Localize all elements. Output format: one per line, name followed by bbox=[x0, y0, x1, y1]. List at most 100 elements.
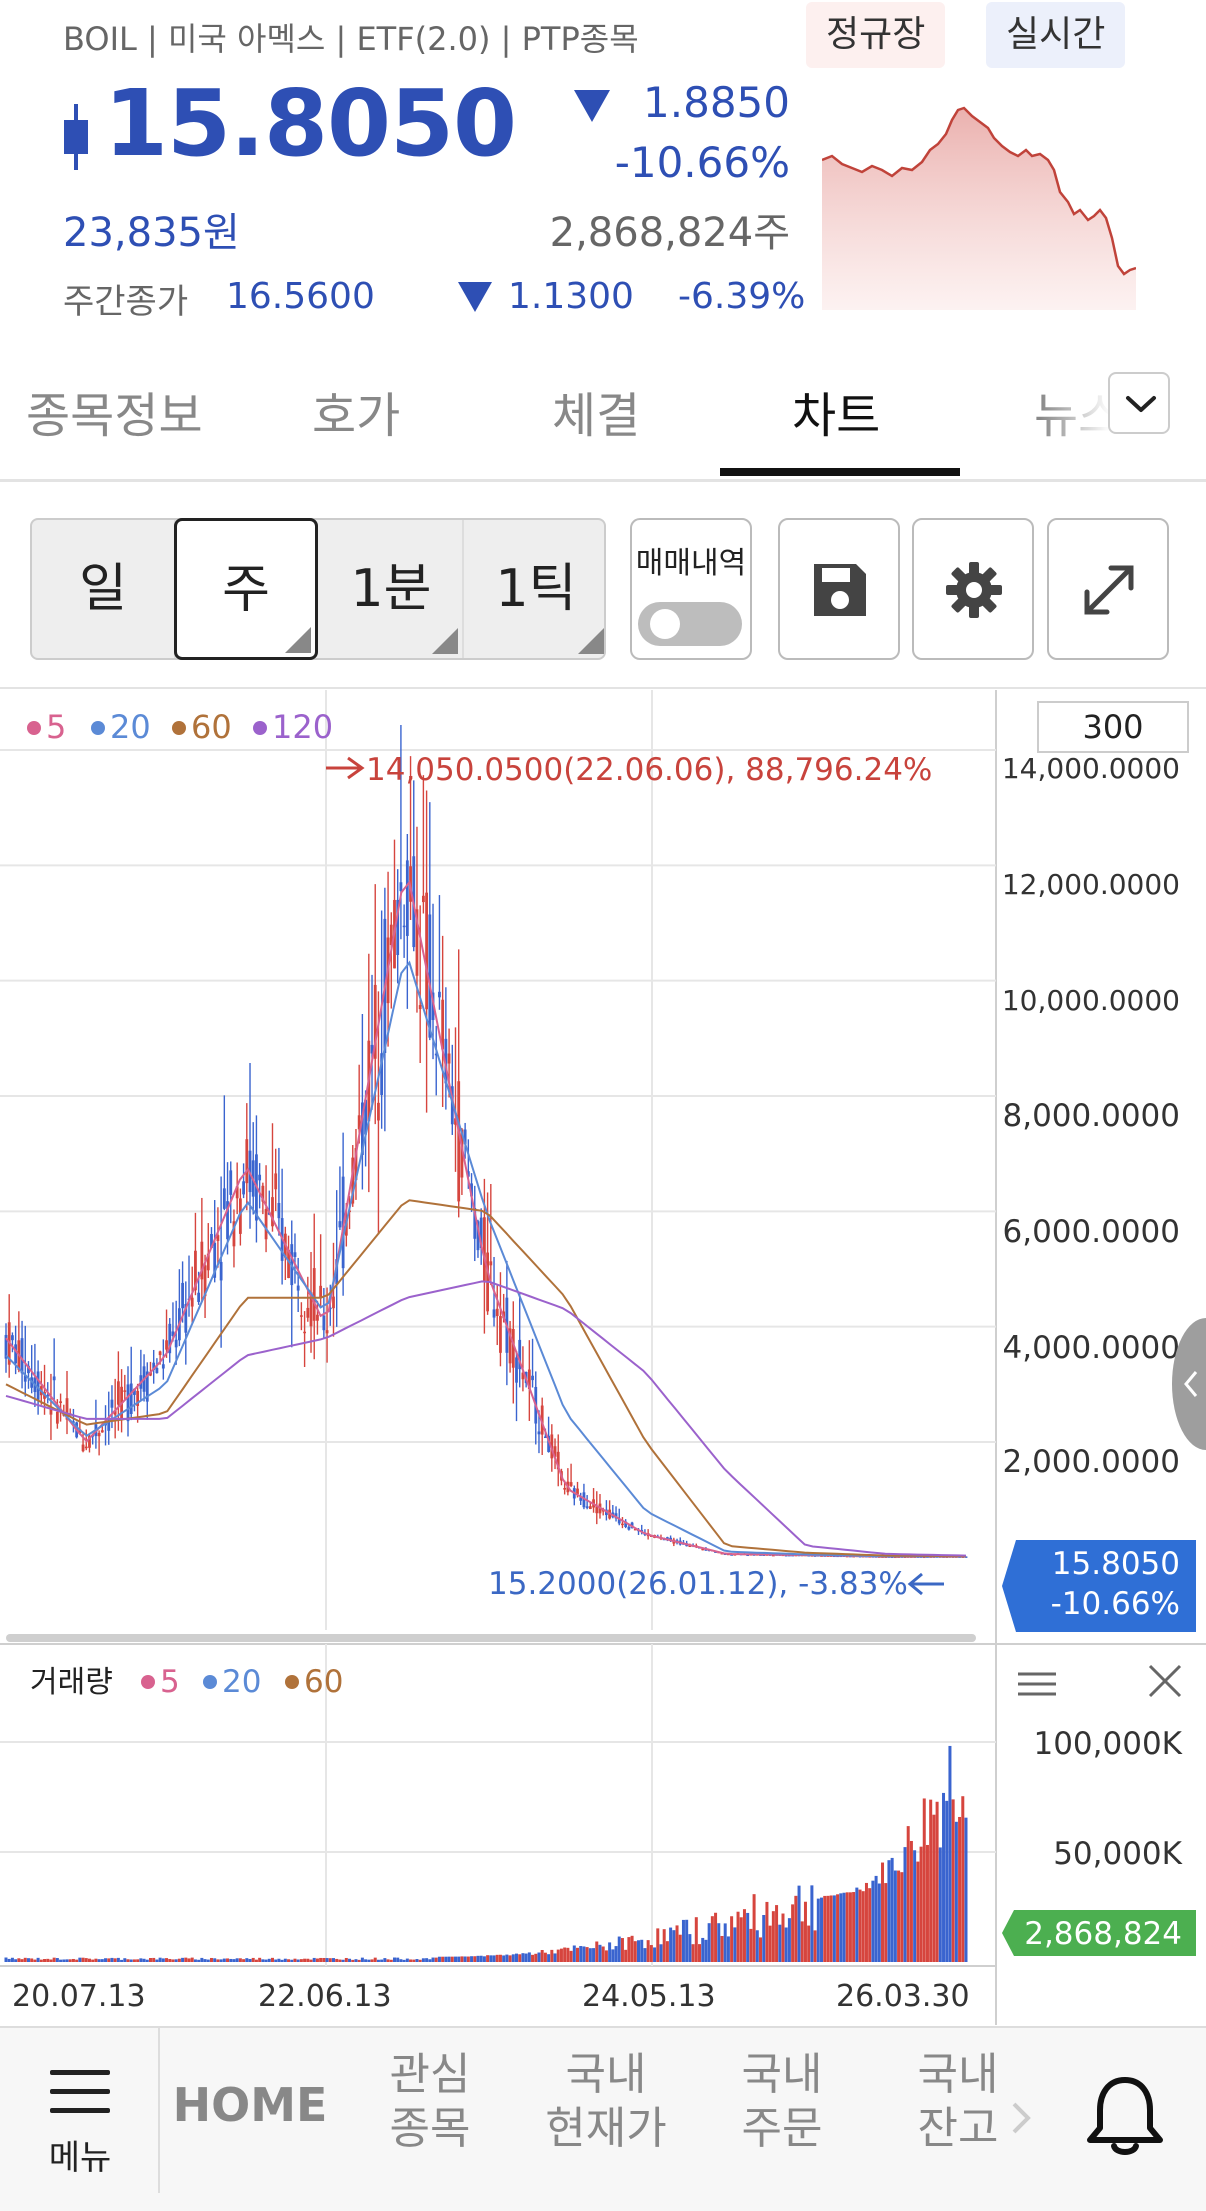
candle-count-box[interactable] bbox=[1037, 701, 1189, 753]
volume-bar bbox=[810, 1885, 814, 1962]
volume-bar bbox=[502, 1955, 506, 1962]
candle-body bbox=[165, 1340, 168, 1350]
volume-bar bbox=[360, 1957, 364, 1962]
volume-bar bbox=[563, 1947, 567, 1962]
menu-button[interactable]: 메뉴 bbox=[0, 2028, 160, 2193]
volume-bar bbox=[929, 1799, 933, 1962]
candle-body bbox=[328, 1307, 332, 1310]
candle-body bbox=[576, 1488, 579, 1494]
tab-chart[interactable]: 차트 bbox=[792, 388, 881, 444]
volume-bar bbox=[277, 1958, 281, 1962]
nav-domestic-quote[interactable]: 국내 현재가 bbox=[545, 2049, 667, 2154]
tab-trades[interactable]: 체결 bbox=[552, 388, 641, 444]
volume-bar bbox=[174, 1959, 178, 1962]
candle-body bbox=[621, 1523, 624, 1526]
volume-bar bbox=[87, 1958, 91, 1962]
realtime-badge[interactable]: 실시간 bbox=[986, 2, 1126, 68]
volume-bar bbox=[107, 1958, 111, 1962]
volume-bar bbox=[678, 1934, 682, 1962]
volume-bar bbox=[717, 1923, 721, 1962]
volume-close-icon[interactable] bbox=[1148, 1664, 1182, 1698]
volume-bar bbox=[672, 1930, 676, 1962]
trade-history-switch[interactable] bbox=[638, 602, 742, 646]
candle-body bbox=[508, 1328, 512, 1364]
volume-bar bbox=[762, 1915, 766, 1962]
volume-bar bbox=[251, 1957, 255, 1962]
volume-bar bbox=[890, 1857, 894, 1962]
side-panel-handle[interactable] bbox=[1172, 1318, 1206, 1450]
nav-domestic-order[interactable]: 국내 주문 bbox=[741, 2049, 823, 2154]
volume-bar bbox=[177, 1958, 181, 1962]
candle-body bbox=[312, 1268, 316, 1321]
tab-orderbook[interactable]: 호가 bbox=[312, 388, 401, 444]
period-day-button[interactable]: 일 bbox=[32, 520, 176, 658]
candle-body bbox=[238, 1198, 242, 1234]
volume-bar bbox=[33, 1959, 37, 1962]
volume-bar bbox=[152, 1957, 156, 1962]
volume-bar bbox=[463, 1956, 467, 1962]
volume-bar bbox=[52, 1957, 56, 1962]
save-button[interactable] bbox=[778, 518, 900, 660]
volume-bar bbox=[768, 1925, 772, 1962]
period-1tick-button[interactable]: 1틱 bbox=[464, 520, 608, 658]
tab-stock-info[interactable]: 종목정보 bbox=[26, 388, 203, 444]
regular-session-badge[interactable]: 정규장 bbox=[806, 2, 946, 68]
volume-bar bbox=[938, 1847, 942, 1962]
volume-bar bbox=[473, 1956, 477, 1962]
candle-body bbox=[595, 1506, 599, 1514]
volume-bar bbox=[14, 1959, 18, 1962]
ticker-subtitle: BOIL | 미국 아멕스 | ETF(2.0) | PTP종목 bbox=[63, 20, 639, 58]
settings-button[interactable] bbox=[912, 518, 1034, 660]
volume-bar bbox=[954, 1821, 958, 1962]
max-price-label: 14,050.0500(22.06.06), 88,796.24% bbox=[366, 752, 932, 788]
volume-bar bbox=[428, 1959, 432, 1962]
volume-bar bbox=[129, 1959, 133, 1962]
candle-body bbox=[521, 1372, 525, 1380]
fullscreen-button[interactable] bbox=[1047, 518, 1169, 660]
volume-bar bbox=[527, 1952, 531, 1962]
volume-bar bbox=[559, 1948, 563, 1962]
intraday-sparkline[interactable] bbox=[822, 98, 1136, 310]
tab-more-button[interactable] bbox=[1108, 372, 1170, 434]
volume-bar bbox=[656, 1928, 660, 1962]
candle-body bbox=[499, 1316, 502, 1353]
volume-bar bbox=[823, 1895, 827, 1962]
candle-body bbox=[219, 1261, 223, 1281]
volume-bar bbox=[23, 1957, 27, 1962]
candle-body bbox=[184, 1304, 188, 1333]
nav-watchlist[interactable]: 관심 종목 bbox=[389, 2049, 471, 2154]
min-price-annotation: 15.2000(26.01.12), -3.83% bbox=[488, 1566, 944, 1602]
candle-body bbox=[373, 984, 377, 1059]
volume-bar bbox=[380, 1959, 384, 1962]
volume-bar bbox=[842, 1892, 846, 1962]
volume-bar bbox=[730, 1916, 734, 1962]
volume-bar bbox=[566, 1947, 570, 1962]
nav-home[interactable]: HOME bbox=[172, 2078, 328, 2132]
volume-bar bbox=[123, 1958, 127, 1962]
volume-bar bbox=[720, 1935, 724, 1962]
vol-legend-5: 5 bbox=[160, 1664, 180, 1700]
volume-bar bbox=[116, 1957, 120, 1962]
volume-bar bbox=[803, 1901, 807, 1962]
nav-domestic-balance[interactable]: 국내 잔고 bbox=[917, 2049, 999, 2154]
menu-label: 메뉴 bbox=[48, 2138, 112, 2178]
volume-bar bbox=[492, 1955, 496, 1962]
bell-icon[interactable] bbox=[1080, 2072, 1170, 2162]
chevron-right-icon[interactable] bbox=[1010, 2098, 1034, 2138]
max-price-annotation: 14,050.0500(22.06.06), 88,796.24% bbox=[326, 752, 932, 788]
trade-history-toggle[interactable]: 매매내역 bbox=[630, 518, 752, 660]
chart-scrollbar[interactable] bbox=[6, 1634, 976, 1642]
volume-bar bbox=[614, 1946, 618, 1962]
period-1min-button[interactable]: 1분 bbox=[320, 520, 464, 658]
volume-bar bbox=[903, 1847, 907, 1962]
volume-bar bbox=[816, 1898, 820, 1962]
volume-bar bbox=[649, 1945, 653, 1962]
volume-menu-icon[interactable] bbox=[1018, 1672, 1056, 1696]
candle-body bbox=[171, 1331, 175, 1336]
candle-body bbox=[190, 1297, 194, 1307]
candle-body bbox=[264, 1209, 268, 1240]
volume-bar bbox=[165, 1958, 169, 1962]
stock-chart[interactable]: 5 20 60 120 300 14,050.0500(22.06.06), 8… bbox=[0, 690, 1206, 2025]
period-week-button[interactable]: 주 bbox=[174, 518, 318, 660]
current-volume-tag: 2,868,824 bbox=[1002, 1910, 1196, 1956]
